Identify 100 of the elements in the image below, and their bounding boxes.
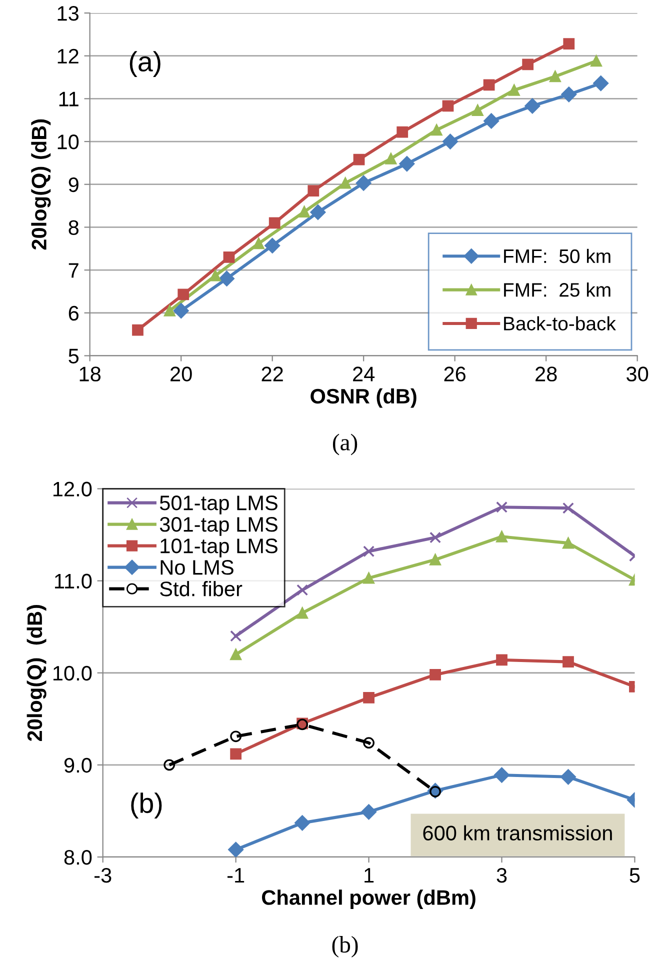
point bbox=[496, 530, 508, 542]
point bbox=[363, 572, 374, 584]
y-tick-label: 11 bbox=[59, 92, 78, 106]
point bbox=[164, 759, 176, 771]
y-tick-label: 9 bbox=[68, 177, 78, 192]
point bbox=[494, 767, 510, 783]
point bbox=[230, 748, 242, 760]
x-tick-label: 26 bbox=[444, 366, 466, 382]
point bbox=[164, 305, 176, 316]
point bbox=[363, 546, 375, 558]
point bbox=[550, 70, 561, 82]
point bbox=[430, 124, 442, 136]
point bbox=[219, 270, 234, 286]
point bbox=[484, 113, 500, 129]
point bbox=[496, 501, 508, 513]
point bbox=[230, 648, 242, 660]
point bbox=[385, 152, 397, 164]
y-tick-label: 5 bbox=[68, 348, 79, 364]
x-tick-label: 3 bbox=[496, 868, 507, 883]
point bbox=[430, 532, 442, 544]
point bbox=[430, 669, 441, 680]
point bbox=[442, 134, 458, 150]
x-tick-label: 1 bbox=[364, 868, 374, 883]
point bbox=[363, 737, 374, 749]
point bbox=[178, 288, 190, 300]
point bbox=[296, 584, 308, 596]
x-tick-label: 20 bbox=[170, 366, 192, 382]
x-tick-label: -1 bbox=[227, 868, 244, 883]
legend-label: 301-tap LMS bbox=[160, 517, 278, 536]
legend-label: FMF: 50 km bbox=[504, 248, 610, 264]
point bbox=[508, 84, 520, 96]
point bbox=[356, 175, 372, 191]
point bbox=[396, 126, 408, 138]
point bbox=[310, 204, 326, 220]
point bbox=[296, 607, 308, 619]
point bbox=[210, 270, 221, 282]
point bbox=[563, 38, 575, 50]
y-tick-label: 6 bbox=[68, 306, 79, 321]
point bbox=[562, 656, 574, 668]
y-tick-label: 7 bbox=[68, 263, 78, 278]
y-tick-label: 10.0 bbox=[53, 666, 92, 681]
point bbox=[230, 730, 242, 742]
y-tick-label: 10 bbox=[58, 134, 79, 150]
point bbox=[483, 79, 495, 91]
legend-label: Std. fiber bbox=[160, 581, 242, 596]
x-axis-title: Channel power (dBm) bbox=[262, 890, 476, 910]
point bbox=[361, 804, 376, 820]
y-tick-label: 8.0 bbox=[64, 850, 92, 865]
point bbox=[590, 55, 602, 67]
y-axis-title: 20log(Q) (dB) bbox=[31, 119, 51, 250]
point bbox=[268, 217, 280, 229]
x-axis-title: OSNR (dB) bbox=[310, 388, 416, 408]
legend-label: 101-tap LMS bbox=[160, 538, 278, 558]
annotation: 600 km transmission bbox=[423, 825, 612, 840]
point bbox=[524, 98, 540, 114]
point bbox=[562, 502, 574, 514]
point bbox=[294, 815, 310, 831]
point bbox=[252, 238, 264, 250]
text: (b) bbox=[332, 936, 358, 958]
x-tick-label: 5 bbox=[630, 868, 640, 883]
point bbox=[442, 100, 454, 112]
legend-label: FMF: 25 km bbox=[504, 282, 610, 297]
y-tick-label: 8 bbox=[68, 220, 79, 235]
point bbox=[363, 692, 374, 704]
point bbox=[522, 58, 534, 70]
point bbox=[173, 303, 189, 318]
point bbox=[223, 251, 235, 263]
legend-label: Back-to-back bbox=[504, 316, 616, 330]
annotation: (b) bbox=[131, 792, 162, 819]
point bbox=[472, 104, 484, 116]
x-tick-label: 22 bbox=[262, 366, 283, 382]
x-tick-label: 30 bbox=[626, 366, 648, 382]
y-tick-label: 12 bbox=[58, 48, 78, 64]
x-tick-label: 24 bbox=[353, 366, 375, 382]
point bbox=[353, 154, 365, 166]
point bbox=[430, 554, 441, 566]
legend-label: 501-tap LMS bbox=[160, 496, 278, 514]
y-tick-label: 11.0 bbox=[55, 574, 92, 589]
point bbox=[496, 654, 508, 666]
text: (a) bbox=[332, 434, 358, 456]
annotation: (a) bbox=[130, 51, 160, 78]
point bbox=[230, 630, 242, 642]
y-axis-title: 20log(Q) (dB) bbox=[26, 605, 46, 741]
y-tick-label: 9.0 bbox=[64, 758, 92, 773]
y-tick-label: 13 bbox=[58, 6, 79, 21]
point bbox=[593, 76, 609, 91]
point bbox=[562, 537, 574, 549]
x-tick-label: 18 bbox=[80, 366, 101, 382]
point bbox=[308, 185, 320, 196]
point bbox=[132, 324, 144, 336]
point bbox=[298, 206, 310, 218]
point bbox=[228, 842, 244, 857]
point bbox=[561, 86, 577, 102]
x-tick-label: 28 bbox=[536, 366, 557, 382]
point bbox=[264, 238, 280, 254]
point bbox=[560, 769, 576, 785]
point bbox=[340, 177, 352, 189]
y-tick-label: 12.0 bbox=[53, 482, 92, 496]
legend-label: No LMS bbox=[160, 560, 234, 575]
x-tick-label: -3 bbox=[94, 868, 112, 883]
